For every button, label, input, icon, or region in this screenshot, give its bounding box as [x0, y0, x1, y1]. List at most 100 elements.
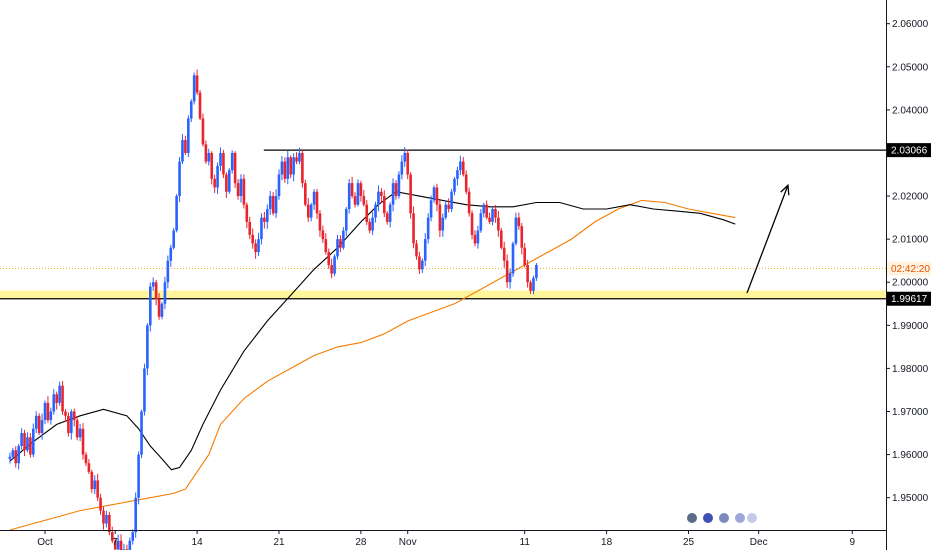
candle-body: [464, 174, 468, 192]
candle-body: [415, 243, 418, 257]
candle-body: [362, 196, 366, 205]
candle: [447, 198, 450, 213]
price-tick-label: 1.95000: [892, 493, 929, 504]
candle-body: [34, 415, 38, 429]
event-marker-icon[interactable]: [686, 512, 698, 524]
candle-body: [263, 217, 266, 222]
candle: [491, 206, 494, 226]
event-marker-icon[interactable]: [746, 512, 758, 524]
candle-body: [353, 196, 357, 205]
candle-body: [432, 187, 436, 201]
bullish-arrow[interactable]: [746, 185, 789, 294]
candle-body: [67, 415, 70, 434]
candle-body: [315, 191, 319, 214]
candle: [151, 277, 155, 291]
candle: [298, 147, 301, 165]
candle: [464, 170, 468, 195]
candle-body: [479, 213, 483, 231]
support-price-label[interactable]: 1.99617: [887, 291, 931, 306]
resistance-price-label[interactable]: 2.03066: [887, 143, 931, 158]
candle: [17, 443, 20, 470]
candle-body: [473, 234, 477, 244]
event-marker-icon[interactable]: [702, 512, 714, 524]
countdown-label[interactable]: 02:42:20: [887, 261, 931, 276]
candle: [529, 280, 532, 294]
candle: [283, 157, 287, 183]
candle-body: [491, 208, 494, 222]
candle: [236, 179, 240, 200]
candle: [216, 162, 219, 194]
candle-body: [274, 196, 278, 214]
candle-body: [242, 178, 246, 205]
candle-body: [222, 152, 225, 175]
candle: [470, 210, 474, 240]
price-tick-label: 2.02000: [892, 192, 929, 203]
candle: [248, 216, 252, 240]
support-price-label-bg: [887, 291, 931, 306]
candle: [330, 258, 333, 279]
candle: [254, 239, 257, 259]
candle-body: [295, 157, 298, 162]
candle: [184, 135, 187, 155]
candle-body: [90, 471, 94, 490]
candle: [342, 227, 345, 250]
candle: [34, 411, 38, 433]
arrow-head: [780, 183, 790, 196]
support-price-label-text: 1.99617: [891, 294, 928, 305]
candle: [526, 259, 529, 288]
candle: [227, 168, 231, 194]
candle-body: [283, 161, 287, 179]
candle: [84, 452, 88, 467]
candle-body: [418, 256, 421, 270]
candle-body: [342, 230, 345, 248]
candle: [397, 171, 401, 199]
candle-body: [508, 273, 512, 283]
candle: [187, 115, 190, 158]
candle: [377, 185, 380, 212]
candle: [242, 174, 246, 209]
candle-body: [233, 152, 237, 184]
event-marker-icon[interactable]: [734, 512, 746, 524]
candle: [119, 534, 123, 550]
candle: [336, 234, 339, 260]
candle-body: [99, 497, 102, 511]
candle-body: [105, 514, 108, 524]
candle-body: [181, 140, 184, 162]
resistance-price-label-text: 2.03066: [891, 146, 928, 157]
candle-body: [108, 514, 111, 533]
candle: [166, 255, 170, 289]
event-marker-icon[interactable]: [718, 512, 730, 524]
candle-body: [110, 532, 114, 541]
candle: [476, 225, 480, 249]
candle: [274, 189, 278, 218]
candle: [20, 428, 23, 450]
candle-body: [435, 187, 439, 205]
candle-body: [409, 174, 412, 214]
candle: [371, 212, 374, 235]
candle-body: [488, 217, 491, 222]
candle: [99, 493, 102, 515]
candle: [432, 185, 436, 203]
candle: [260, 213, 263, 245]
candle-body: [14, 450, 18, 464]
candle-body: [459, 161, 462, 171]
candle: [271, 192, 275, 216]
candle-body: [81, 428, 85, 455]
candle: [93, 475, 97, 495]
candle: [353, 192, 357, 208]
time-tick-label: 25: [683, 537, 695, 548]
candle-body: [403, 152, 407, 162]
candle: [324, 233, 328, 255]
candle-body: [380, 191, 383, 197]
candle-body: [318, 213, 322, 231]
candle: [333, 254, 336, 277]
candle-body: [359, 183, 363, 197]
candle-body: [17, 445, 20, 464]
candle-body: [49, 411, 53, 421]
candle-body: [511, 243, 515, 274]
candle: [280, 155, 284, 181]
candle: [154, 279, 158, 306]
candle-body: [151, 282, 155, 287]
candle-body: [385, 213, 389, 222]
